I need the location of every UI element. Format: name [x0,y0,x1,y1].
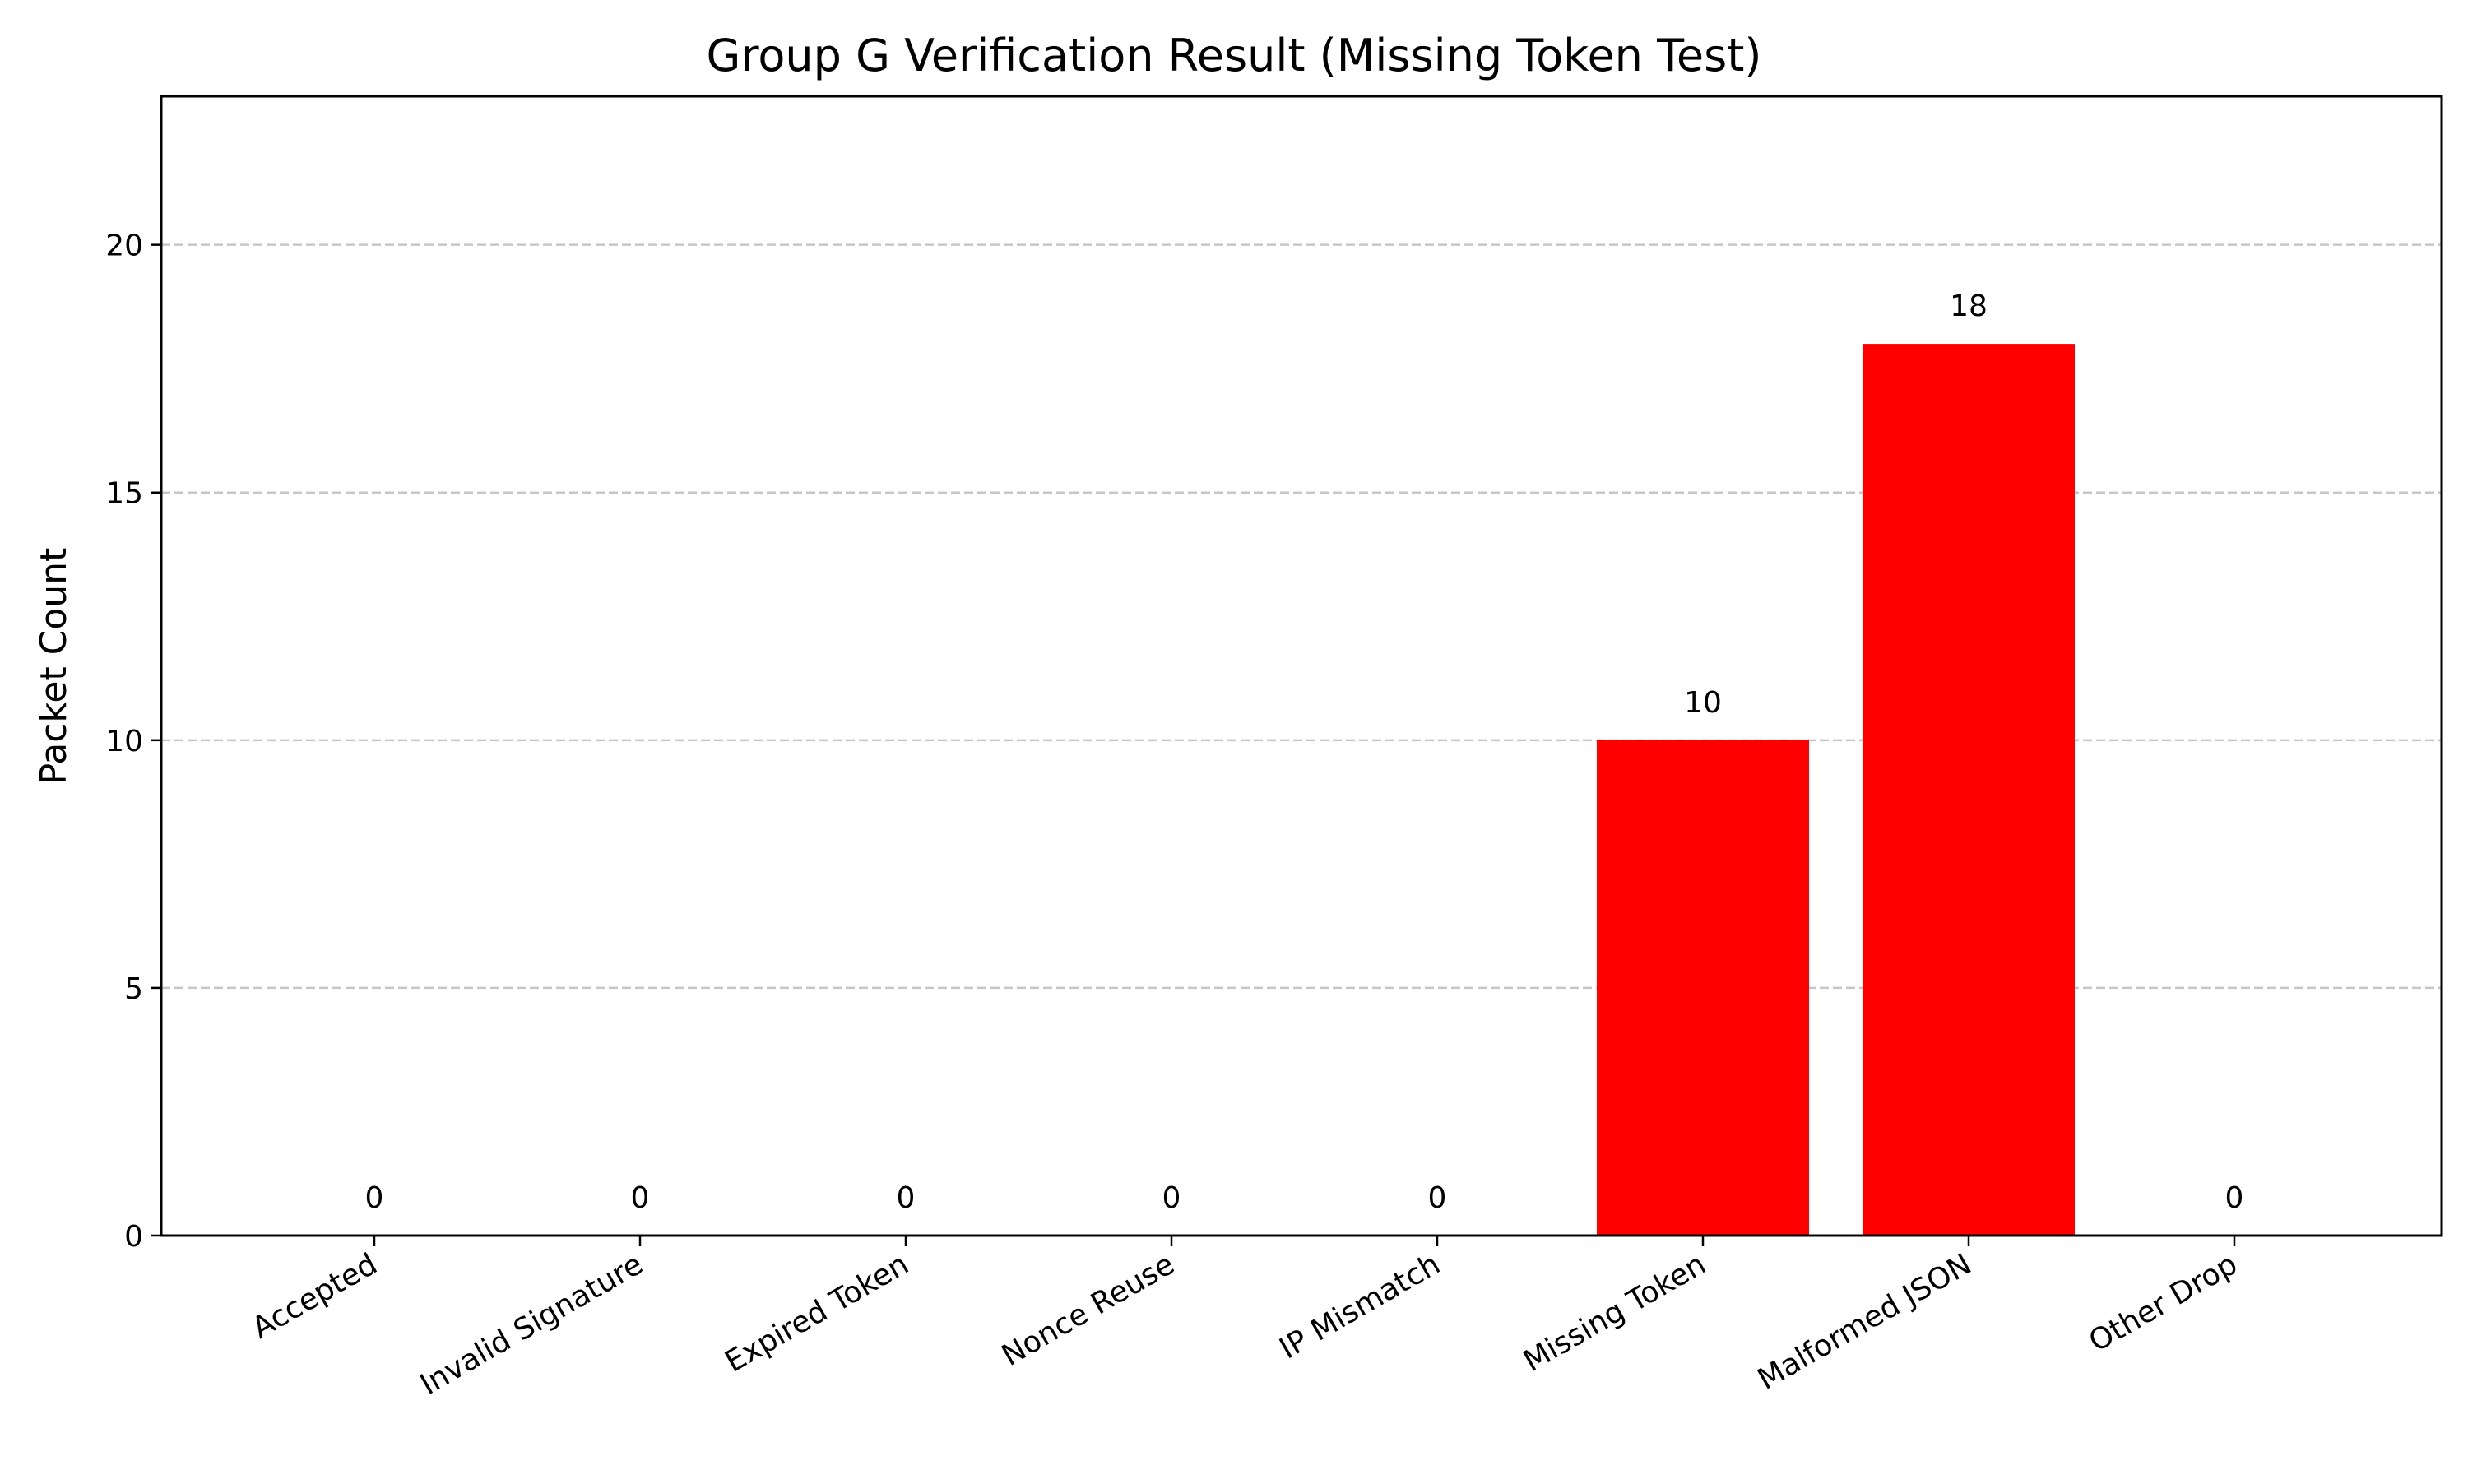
data-label: 18 [1950,290,1988,323]
tick-layer [151,243,2236,1246]
data-label: 10 [1684,686,1722,720]
x-tick-label: Missing Token [1518,1247,1711,1379]
bar-missing-token [1597,740,1809,1236]
axes-frame [160,95,2443,1237]
data-label: 0 [2225,1181,2244,1215]
data-label: 0 [1428,1181,1447,1215]
x-tick-label: IP Mismatch [1274,1247,1446,1366]
y-tick-label: 15 [105,477,143,511]
y-tick-label: 20 [105,230,143,263]
data-label: 0 [365,1181,384,1215]
x-tick-label: Accepted [247,1247,383,1345]
y-axis-label: Packet Count [33,548,75,786]
data-label: 0 [631,1181,650,1215]
bar-malformed-json [1863,344,2075,1236]
x-tick-label: Other Drop [2084,1247,2243,1359]
y-tick-label: 10 [105,725,143,758]
grid-layer [161,243,2442,990]
x-tick-label: Nonce Reuse [996,1247,1181,1373]
bar-layer [1597,344,2075,1236]
y-tick-label: 0 [124,1220,143,1254]
x-tick-label: Invalid Signature [415,1247,648,1402]
x-tick-label: Expired Token [720,1247,915,1379]
data-label: 0 [897,1181,916,1215]
chart-title: Group G Verification Result (Missing Tok… [707,30,1762,81]
data-label: 0 [1162,1181,1181,1215]
x-tick-label: Malformed JSON [1752,1247,1978,1397]
y-tick-label: 5 [124,972,143,1006]
